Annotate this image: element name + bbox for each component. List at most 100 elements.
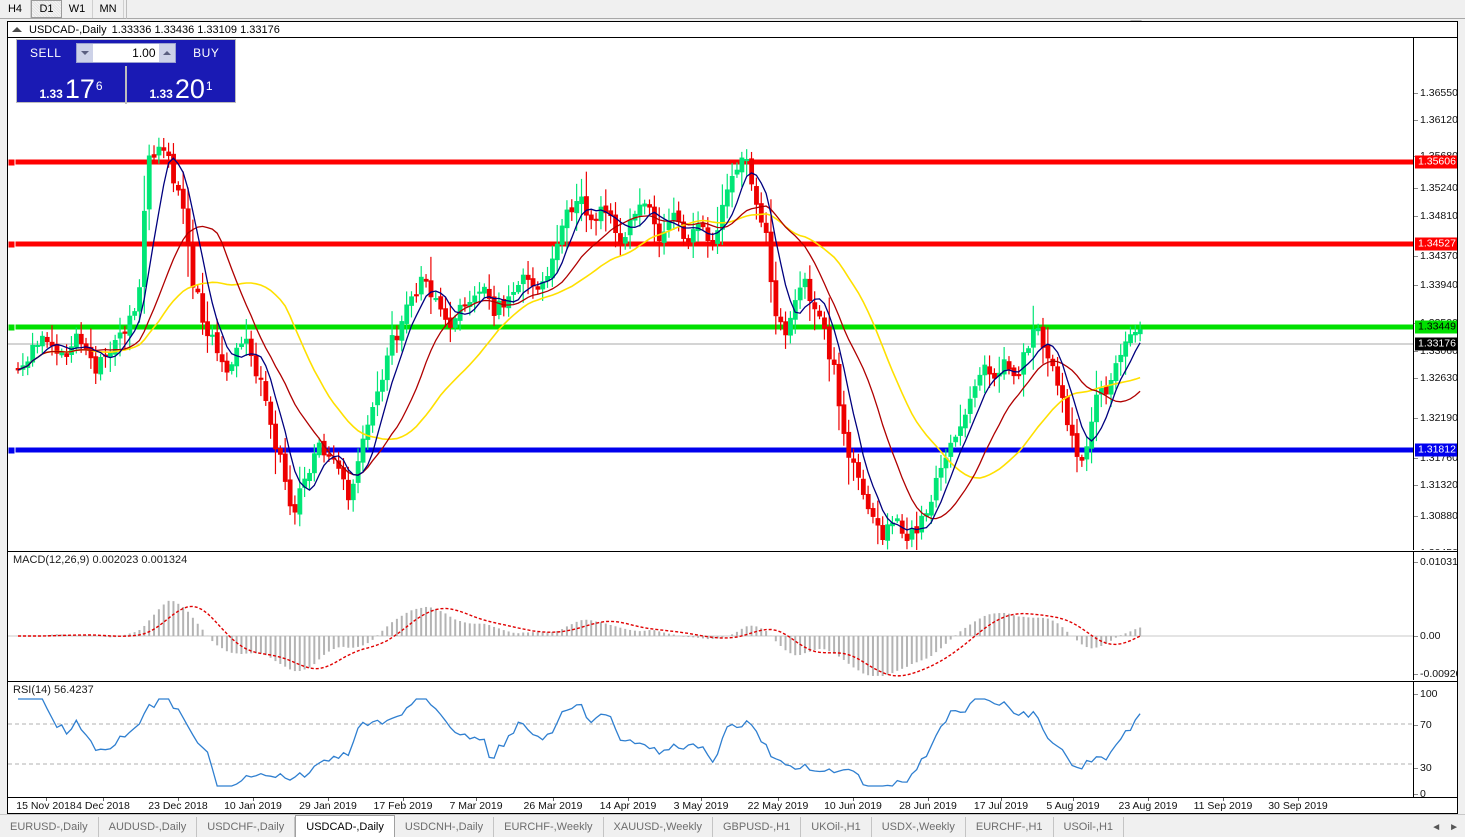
candle-body[interactable] bbox=[496, 300, 502, 316]
candle-body[interactable] bbox=[574, 201, 580, 214]
candle-body[interactable] bbox=[146, 155, 152, 210]
candle-body[interactable] bbox=[958, 426, 963, 436]
candle-body[interactable] bbox=[477, 291, 482, 294]
candle-body[interactable] bbox=[894, 518, 900, 522]
candle-body[interactable] bbox=[598, 206, 604, 222]
candle-body[interactable] bbox=[1064, 396, 1070, 426]
candle-body[interactable] bbox=[64, 353, 70, 357]
chart-tab-usdchf[interactable]: USDCHF-,Daily bbox=[197, 817, 296, 837]
candle-body[interactable] bbox=[127, 315, 133, 336]
date-axis[interactable]: 15 Nov 2018 4 Dec 2018 23 Dec 2018 10 Jan 2… bbox=[8, 797, 1457, 813]
candle-body[interactable] bbox=[909, 528, 915, 540]
candle-body[interactable] bbox=[1021, 352, 1027, 375]
candle-body[interactable] bbox=[360, 438, 366, 463]
candle-body[interactable] bbox=[1074, 433, 1080, 457]
candle-body[interactable] bbox=[938, 467, 944, 478]
chart-tab-eurusd[interactable]: EURUSD-,Daily bbox=[0, 817, 99, 837]
candle-body[interactable] bbox=[749, 158, 755, 185]
collapse-triangle-icon[interactable] bbox=[12, 27, 22, 32]
macd-axis[interactable]: 0.010311 0.00 -0.009203 bbox=[1413, 552, 1457, 680]
candle-body[interactable] bbox=[365, 424, 371, 440]
candle-body[interactable] bbox=[399, 321, 405, 341]
candle-body[interactable] bbox=[1035, 328, 1041, 332]
candle-body[interactable] bbox=[1089, 421, 1095, 449]
candle-body[interactable] bbox=[88, 346, 94, 359]
candle-body[interactable] bbox=[137, 287, 142, 312]
candle-body[interactable] bbox=[826, 326, 832, 360]
candle-body[interactable] bbox=[618, 233, 623, 245]
candle-body[interactable] bbox=[603, 205, 609, 214]
candle-body[interactable] bbox=[491, 296, 497, 316]
candle-body[interactable] bbox=[987, 366, 993, 375]
candle-body[interactable] bbox=[176, 184, 181, 191]
candle-body[interactable] bbox=[273, 423, 278, 450]
level-anchor-support-upper[interactable] bbox=[8, 446, 16, 455]
candle-body[interactable] bbox=[501, 298, 507, 308]
candle-body[interactable] bbox=[1098, 387, 1104, 395]
candle-body[interactable] bbox=[414, 294, 419, 297]
candle-body[interactable] bbox=[817, 310, 823, 317]
candle-body[interactable] bbox=[865, 493, 871, 510]
candle-body[interactable] bbox=[433, 298, 439, 301]
candle-body[interactable] bbox=[375, 391, 380, 406]
macd-plot-area[interactable] bbox=[8, 552, 1418, 680]
volume-input[interactable]: 1.00 bbox=[93, 44, 159, 62]
price-axis[interactable]: 1.365501.361201.356801.352401.348101.343… bbox=[1413, 38, 1457, 550]
candle-body[interactable] bbox=[744, 159, 750, 162]
candle-body[interactable] bbox=[326, 454, 332, 457]
candle-body[interactable] bbox=[962, 414, 968, 429]
chart-tab-usdcad[interactable]: USDCAD-,Daily bbox=[295, 815, 395, 837]
candle-body[interactable] bbox=[1030, 329, 1036, 348]
candle-body[interactable] bbox=[792, 300, 798, 320]
volume-increase-button[interactable] bbox=[158, 44, 175, 62]
buy-price-display[interactable]: 1.33 20 1 bbox=[127, 66, 235, 104]
candle-body[interactable] bbox=[822, 317, 827, 329]
candle-body[interactable] bbox=[982, 364, 988, 376]
sell-price-display[interactable]: 1.33 17 6 bbox=[17, 66, 127, 104]
candle-body[interactable] bbox=[856, 462, 861, 478]
candle-body[interactable] bbox=[953, 436, 959, 443]
timeframe-h4[interactable]: H4 bbox=[0, 0, 31, 18]
candle-body[interactable] bbox=[35, 344, 40, 347]
candle-body[interactable] bbox=[389, 335, 395, 356]
candle-body[interactable] bbox=[156, 146, 162, 156]
candle-body[interactable] bbox=[1132, 331, 1138, 336]
price-level-badge-red[interactable]: 1.35606 bbox=[1415, 155, 1457, 169]
candle-body[interactable] bbox=[880, 525, 886, 541]
price-level-badge-green[interactable]: 1.33449 bbox=[1415, 320, 1457, 334]
candle-body[interactable] bbox=[690, 229, 696, 243]
candle-body[interactable] bbox=[768, 231, 774, 283]
candle-body[interactable] bbox=[205, 321, 210, 337]
candle-body[interactable] bbox=[1055, 366, 1061, 386]
candle-body[interactable] bbox=[715, 230, 721, 244]
chart-tab-eurchf[interactable]: EURCHF-,H1 bbox=[965, 817, 1054, 837]
candle-body[interactable] bbox=[428, 280, 434, 298]
candle-body[interactable] bbox=[268, 401, 274, 425]
candle-body[interactable] bbox=[73, 333, 79, 348]
candle-body[interactable] bbox=[1108, 380, 1114, 395]
candle-body[interactable] bbox=[1079, 457, 1085, 461]
candle-body[interactable] bbox=[380, 379, 385, 392]
level-anchor-resistance-lower[interactable] bbox=[8, 240, 16, 249]
candle-body[interactable] bbox=[559, 225, 565, 245]
candle-body[interactable] bbox=[788, 317, 793, 336]
candle-body[interactable] bbox=[729, 175, 735, 193]
candle-body[interactable] bbox=[681, 221, 687, 239]
candle-body[interactable] bbox=[98, 357, 104, 375]
candle-body[interactable] bbox=[642, 203, 648, 207]
rsi-axis[interactable]: 100 70 30 0 bbox=[1413, 682, 1457, 797]
level-anchor-pivot-level[interactable] bbox=[8, 323, 16, 332]
candle-body[interactable] bbox=[409, 296, 414, 306]
candle-body[interactable] bbox=[836, 363, 842, 407]
chart-tab-eurchf[interactable]: EURCHF-,Weekly bbox=[494, 817, 604, 837]
candle-body[interactable] bbox=[754, 186, 759, 205]
candle-body[interactable] bbox=[1094, 394, 1099, 423]
candle-body[interactable] bbox=[807, 278, 813, 302]
chart-tab-gbpusd[interactable]: GBPUSD-,H1 bbox=[712, 817, 802, 837]
candle-body[interactable] bbox=[258, 377, 264, 380]
sell-button[interactable]: SELL bbox=[30, 46, 62, 60]
candle-body[interactable] bbox=[151, 154, 157, 158]
candle-body[interactable] bbox=[195, 288, 201, 293]
candle-body[interactable] bbox=[1001, 359, 1007, 375]
candle-body[interactable] bbox=[190, 243, 196, 288]
